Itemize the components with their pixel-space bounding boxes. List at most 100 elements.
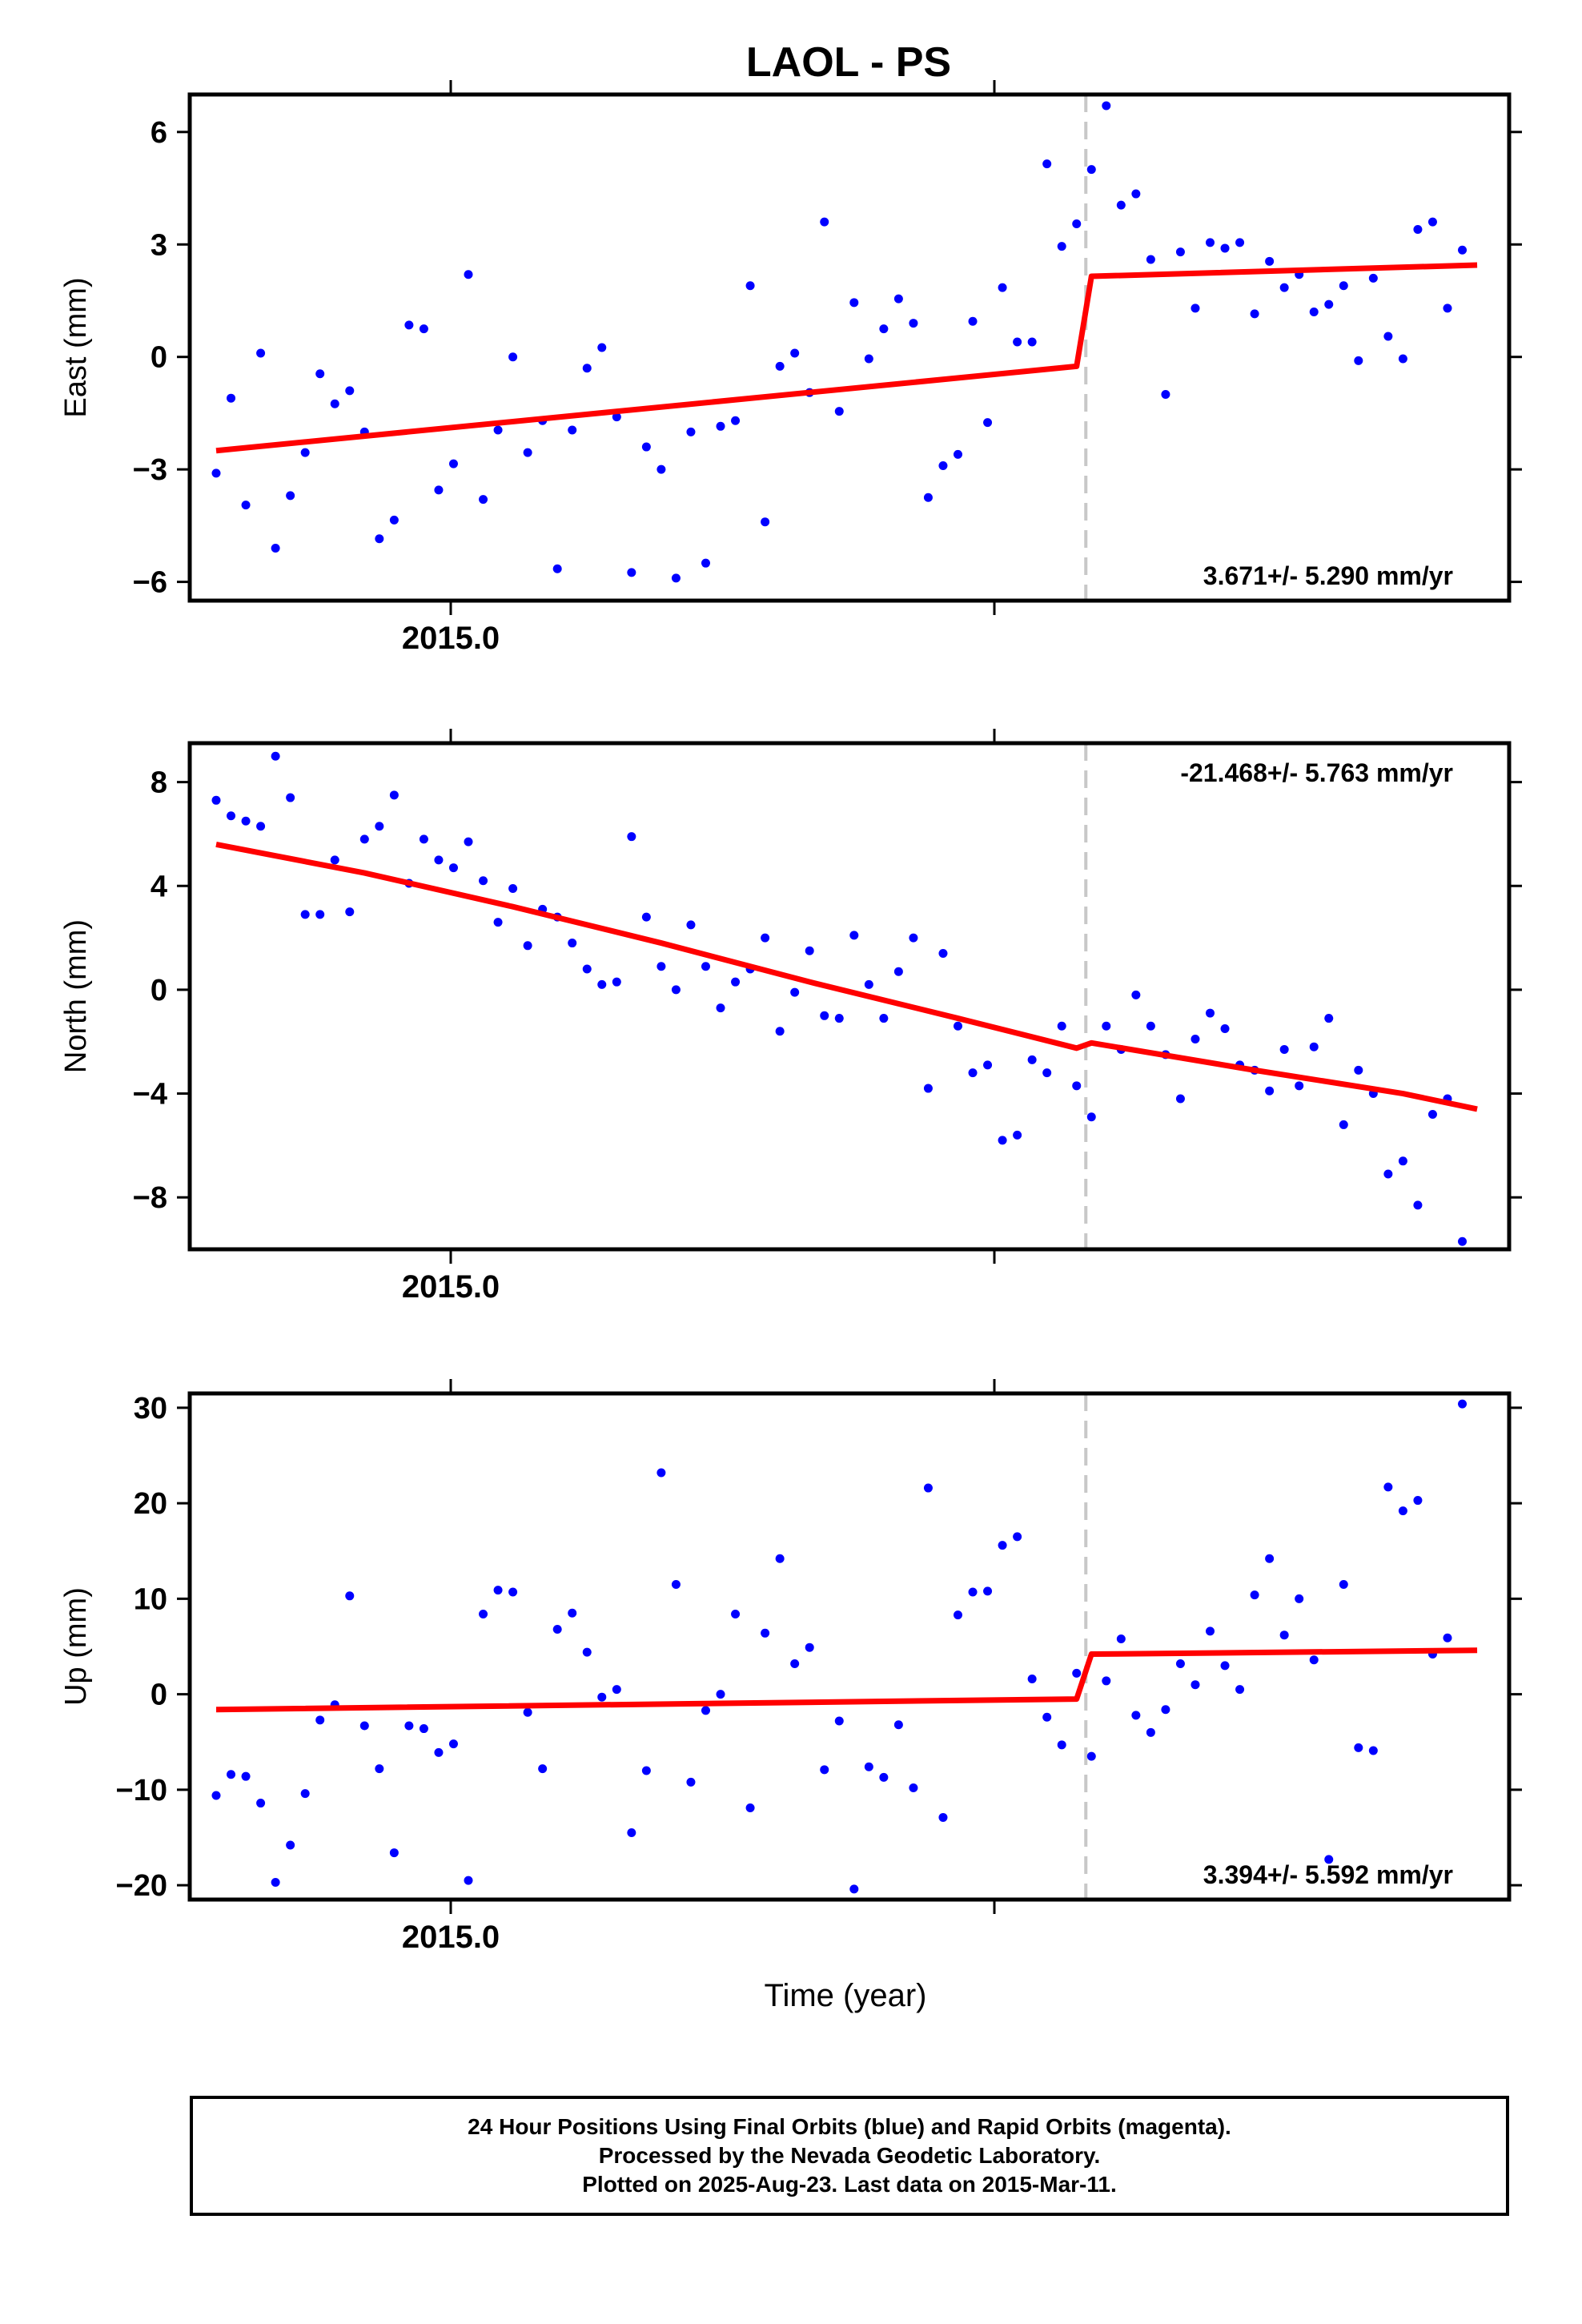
plot-frame: [187, 1391, 1512, 1902]
data-point: [790, 348, 800, 358]
data-point: [909, 1783, 918, 1792]
data-point: [552, 1625, 562, 1634]
data-point: [671, 985, 681, 995]
data-point: [1279, 283, 1289, 292]
data-point: [464, 1876, 473, 1885]
data-point: [493, 425, 503, 435]
data-point: [686, 1777, 696, 1787]
data-point: [612, 412, 621, 422]
data-point: [1175, 1094, 1185, 1104]
data-point: [893, 1720, 903, 1730]
data-point: [923, 493, 933, 502]
data-point: [1027, 1055, 1037, 1064]
data-point: [1458, 1399, 1468, 1409]
data-point: [1013, 337, 1022, 347]
data-point: [656, 962, 666, 971]
data-point: [597, 1692, 607, 1702]
data-point: [612, 1685, 621, 1695]
data-point: [627, 1828, 636, 1838]
data-point: [998, 1541, 1007, 1550]
data-point: [627, 832, 636, 842]
data-point: [983, 1060, 993, 1070]
y-tick-label: −4: [133, 1078, 167, 1112]
data-point: [1413, 1496, 1423, 1506]
data-point: [1443, 1633, 1452, 1642]
data-point: [671, 573, 681, 583]
data-point: [731, 416, 741, 425]
data-point: [1443, 304, 1452, 313]
data-point: [701, 1706, 710, 1715]
data-point: [271, 751, 280, 761]
data-point: [1146, 1021, 1155, 1031]
data-point: [1383, 1169, 1393, 1179]
data-point: [256, 822, 266, 831]
data-point: [656, 464, 666, 474]
data-point: [404, 320, 414, 330]
y-tick-label: 0: [151, 974, 167, 1007]
footer-line-2: Processed by the Nevada Geodetic Laborat…: [598, 2143, 1101, 2168]
velocity-annotation: -21.468+/- 5.763 mm/yr: [1180, 758, 1453, 787]
data-point: [448, 459, 458, 468]
data-point: [938, 1812, 948, 1822]
data-point: [359, 834, 369, 844]
y-tick-label: 30: [134, 1392, 167, 1425]
data-point: [1027, 337, 1037, 347]
data-point: [1265, 1086, 1275, 1096]
data-point: [716, 1003, 725, 1013]
data-point: [864, 979, 873, 989]
data-point: [1279, 1044, 1289, 1054]
data-point: [820, 1765, 829, 1775]
y-tick-label: 3: [151, 228, 167, 262]
data-point: [227, 1770, 236, 1779]
data-point: [256, 1799, 266, 1808]
data-point: [211, 468, 221, 478]
data-point: [493, 918, 503, 927]
x-tick-label: 2015.0: [402, 1269, 500, 1305]
data-point: [731, 977, 741, 987]
data-point: [1458, 245, 1468, 255]
data-point: [493, 1586, 503, 1595]
data-point: [1086, 1112, 1096, 1122]
footer-line-3: Plotted on 2025-Aug-23. Last data on 201…: [582, 2172, 1117, 2197]
data-point: [1339, 281, 1348, 291]
data-point: [508, 1587, 518, 1597]
data-point: [1086, 165, 1096, 175]
data-point: [998, 1136, 1007, 1145]
data-point: [983, 418, 993, 428]
data-point: [938, 460, 948, 470]
data-point: [1309, 1655, 1319, 1665]
data-point: [434, 485, 444, 495]
data-point: [641, 1766, 651, 1775]
data-point: [1102, 1021, 1111, 1031]
y-tick-label: −6: [133, 566, 167, 600]
data-point: [227, 393, 236, 403]
x-tick-label: 2015.0: [402, 1920, 500, 1955]
data-point: [1057, 242, 1066, 251]
data-point: [998, 283, 1007, 292]
data-point: [479, 1609, 488, 1618]
data-point: [938, 949, 948, 959]
data-point: [1279, 1630, 1289, 1640]
data-point: [523, 1707, 532, 1717]
footer-caption: 24 Hour Positions Using Final Orbits (bl…: [190, 2096, 1509, 2216]
data-point: [1206, 238, 1215, 247]
data-point: [241, 816, 251, 826]
data-point: [1072, 1668, 1082, 1678]
data-point: [1309, 1042, 1319, 1051]
data-point: [1220, 243, 1230, 253]
data-point: [1383, 1482, 1393, 1492]
data-point: [731, 1609, 741, 1618]
data-point: [552, 564, 562, 573]
data-point: [805, 946, 814, 955]
data-point: [448, 1739, 458, 1749]
data-point: [1339, 1579, 1348, 1589]
data-point: [508, 883, 518, 893]
data-point: [375, 1764, 384, 1774]
data-point: [1427, 1109, 1437, 1119]
data-point: [983, 1586, 993, 1596]
footer-line-1: 24 Hour Positions Using Final Orbits (bl…: [468, 2114, 1231, 2139]
data-point: [1324, 1855, 1334, 1864]
panel-2: −8 −4 0 4 8 2015.0 North (mm) -21.468+/- 5.763 …: [59, 729, 1522, 1305]
data-point: [271, 543, 280, 553]
data-point: [879, 324, 889, 334]
